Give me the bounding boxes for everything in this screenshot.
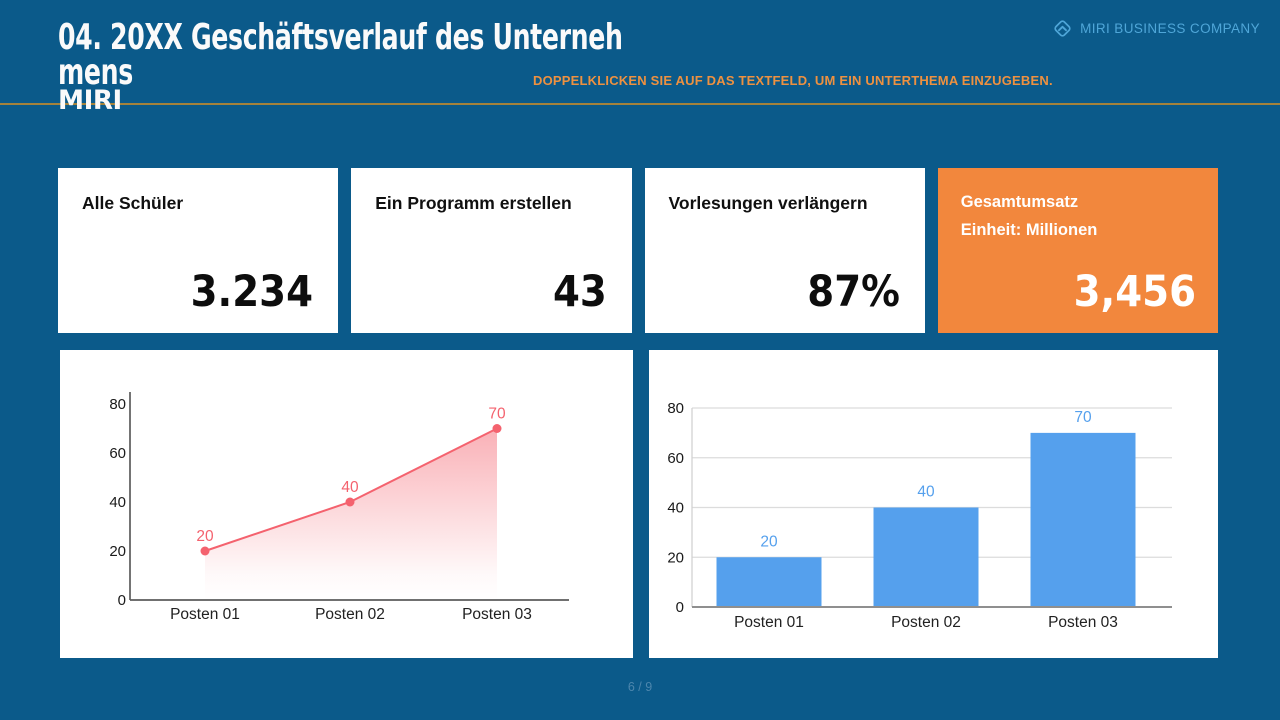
company-name: MIRI BUSINESS COMPANY bbox=[1080, 21, 1260, 36]
page-indicator: 6 / 9 bbox=[627, 680, 653, 694]
svg-text:40: 40 bbox=[667, 500, 684, 517]
stat-card-value: 43 bbox=[552, 267, 607, 317]
stat-card-value: 3,456 bbox=[1073, 267, 1196, 317]
svg-text:60: 60 bbox=[667, 450, 684, 467]
diamond-chevron-icon bbox=[1052, 18, 1073, 39]
svg-text:20: 20 bbox=[196, 528, 214, 545]
line-chart-panel: 0 20 40 60 80 20 Posten 01 40 Posten 02 70 Posten … bbox=[60, 350, 633, 658]
stat-card-label: Gesamtumsatz bbox=[960, 193, 1079, 211]
stat-card-students: Alle Schüler 3.234 bbox=[58, 168, 339, 333]
stat-card-programs: Ein Programm erstellen 43 bbox=[351, 168, 632, 333]
brand-text: MIRI bbox=[58, 85, 122, 116]
bar-chart: 0 20 40 60 80 20 Posten 01 40 Posten 02 70 Posten … bbox=[667, 400, 1172, 631]
svg-text:Posten 02: Posten 02 bbox=[891, 614, 961, 631]
svg-text:40: 40 bbox=[109, 494, 126, 511]
instruction-text: DOPPELKLICKEN SIE AUF DAS TEXTFELD, UM E… bbox=[533, 73, 1053, 88]
svg-text:40: 40 bbox=[917, 484, 935, 501]
company-logo-block: MIRI BUSINESS COMPANY bbox=[1052, 18, 1260, 39]
stat-card-value: 87% bbox=[807, 267, 900, 317]
svg-text:20: 20 bbox=[760, 533, 778, 550]
bar-chart-panel: 0 20 40 60 80 20 Posten 01 40 Posten 02 70 Posten … bbox=[649, 350, 1218, 658]
svg-text:Posten 03: Posten 03 bbox=[462, 606, 532, 623]
svg-text:Posten 02: Posten 02 bbox=[315, 606, 385, 623]
stat-card-label-group: Gesamtumsatz Einheit: Millionen bbox=[961, 188, 1098, 244]
stat-card-label: Alle Schüler bbox=[82, 193, 184, 213]
stat-card-lectures: Vorlesungen verlängern 87% bbox=[644, 168, 925, 333]
svg-text:60: 60 bbox=[109, 445, 126, 462]
svg-text:80: 80 bbox=[109, 396, 126, 413]
svg-text:Posten 01: Posten 01 bbox=[170, 606, 240, 623]
stat-card-revenue: Gesamtumsatz Einheit: Millionen 3,456 bbox=[937, 168, 1218, 333]
svg-text:80: 80 bbox=[667, 400, 684, 417]
stat-card-label: Ein Programm erstellen bbox=[375, 193, 572, 213]
title-line-1: 04. 20XX Geschäftsverlauf des Unterneh bbox=[58, 17, 623, 58]
stat-cards-row: Alle Schüler 3.234 Ein Programm erstelle… bbox=[58, 168, 1218, 333]
title-line-2: mens bbox=[58, 52, 133, 93]
svg-text:70: 70 bbox=[1074, 409, 1092, 426]
svg-text:70: 70 bbox=[488, 406, 506, 423]
svg-text:20: 20 bbox=[109, 543, 126, 560]
svg-text:0: 0 bbox=[676, 599, 684, 616]
page-title: 04. 20XX Geschäftsverlauf des Unterneh m… bbox=[58, 17, 865, 116]
svg-text:Posten 03: Posten 03 bbox=[1048, 614, 1118, 631]
slide-header: 04. 20XX Geschäftsverlauf des Unterneh m… bbox=[0, 0, 1280, 115]
line-area-chart: 0 20 40 60 80 20 Posten 01 40 Posten 02 70 Posten … bbox=[109, 392, 569, 623]
svg-text:40: 40 bbox=[341, 479, 359, 496]
stat-card-value: 3.234 bbox=[190, 267, 314, 317]
svg-text:20: 20 bbox=[667, 549, 684, 566]
divider-line bbox=[0, 103, 1280, 105]
stat-card-label: Vorlesungen verlängern bbox=[668, 193, 868, 213]
svg-text:Posten 01: Posten 01 bbox=[734, 614, 804, 631]
svg-text:0: 0 bbox=[118, 592, 126, 609]
stat-card-sublabel: Einheit: Millionen bbox=[960, 221, 1098, 239]
